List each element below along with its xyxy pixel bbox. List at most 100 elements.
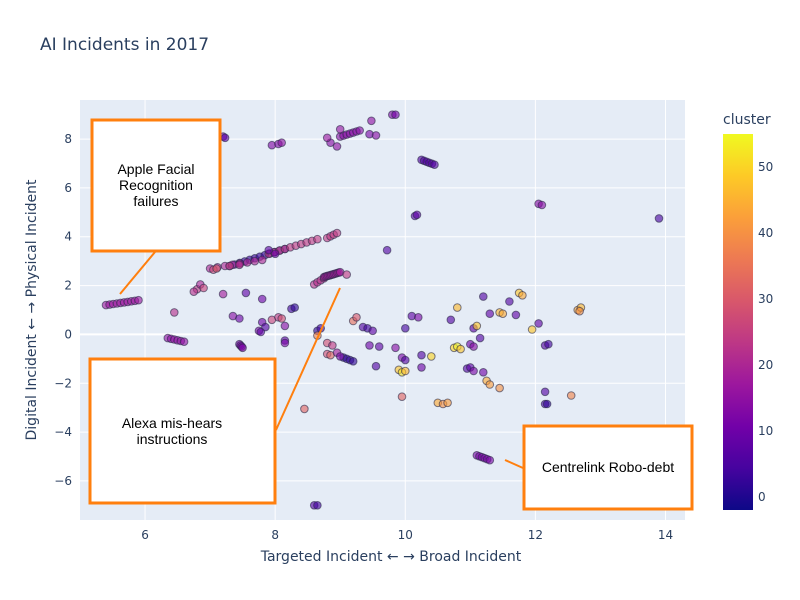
- data-point: [189, 287, 199, 297]
- data-point: [654, 214, 664, 223]
- colorbar-tick-label: 40: [758, 226, 773, 240]
- colorbar-ticks: 0 10 20 30 40 50: [758, 160, 773, 504]
- data-point: [391, 343, 400, 353]
- data-point: [220, 133, 230, 143]
- data-point: [179, 337, 189, 347]
- data-point: [225, 261, 234, 271]
- data-point: [212, 264, 221, 273]
- data-point: [511, 310, 521, 320]
- data-point: [134, 295, 143, 305]
- data-point: [479, 292, 488, 301]
- y-axis-ticks: −6 −4 −2 0 2 4 6 8: [54, 132, 72, 488]
- data-point: [453, 303, 462, 312]
- data-point: [537, 200, 547, 210]
- colorbar: [723, 134, 753, 510]
- chart-title: AI Incidents in 2017: [40, 35, 209, 55]
- data-point: [257, 255, 267, 265]
- data-point: [397, 392, 407, 402]
- data-markers: [101, 110, 664, 510]
- data-point: [235, 260, 244, 270]
- colorbar-tick-label: 50: [758, 160, 773, 174]
- data-point: [479, 368, 488, 377]
- x-tick-label: 10: [398, 528, 413, 542]
- data-point: [527, 325, 537, 334]
- data-point: [485, 380, 495, 389]
- data-point: [475, 333, 485, 343]
- data-point: [534, 319, 543, 328]
- colorbar-tick-label: 10: [758, 424, 773, 438]
- annotation-centrelink: Centrelink Robo-debt: [504, 424, 694, 511]
- data-point: [495, 383, 504, 393]
- data-point: [469, 342, 478, 351]
- y-tick-label: 4: [64, 230, 72, 244]
- data-point: [218, 289, 228, 299]
- data-point: [300, 404, 309, 414]
- annotation-centrelink-line-1: Centrelink Robo-debt: [542, 459, 674, 475]
- y-tick-label: 6: [64, 181, 72, 195]
- annotation-apple: Apple Facial Recognition failures: [90, 118, 222, 295]
- data-point: [575, 306, 584, 316]
- data-point: [430, 160, 439, 169]
- data-point: [469, 366, 478, 376]
- data-point: [352, 313, 361, 322]
- annotation-apple-line-2: Recognition: [119, 177, 193, 193]
- data-point: [199, 283, 208, 293]
- x-tick-label: 8: [271, 528, 279, 542]
- data-point: [566, 391, 576, 400]
- y-axis-title: Digital Incident ← → Physical Incident: [24, 179, 40, 440]
- data-point: [498, 309, 508, 319]
- data-point: [170, 308, 179, 317]
- data-point: [401, 366, 410, 376]
- data-point: [238, 343, 247, 353]
- data-point: [368, 326, 378, 336]
- x-axis-title: Targeted Incident ← → Broad Incident: [260, 549, 522, 565]
- data-point: [332, 142, 342, 151]
- data-point: [241, 288, 251, 298]
- data-point: [417, 363, 426, 372]
- x-tick-label: 14: [658, 528, 673, 542]
- data-point: [456, 344, 465, 354]
- data-point: [518, 291, 527, 300]
- data-point: [542, 399, 552, 409]
- data-point: [371, 131, 381, 140]
- data-point: [313, 234, 322, 244]
- data-point: [401, 355, 410, 365]
- data-point: [417, 350, 426, 360]
- data-point: [250, 256, 259, 266]
- y-tick-label: 2: [64, 279, 72, 293]
- data-point: [280, 321, 290, 331]
- data-point: [401, 324, 410, 333]
- data-point: [235, 314, 244, 323]
- y-tick-label: −4: [54, 425, 72, 439]
- data-point: [367, 116, 376, 126]
- y-tick-label: −6: [54, 474, 72, 488]
- data-point: [257, 294, 267, 304]
- data-point: [365, 341, 374, 350]
- annotation-centrelink-arrow: [504, 459, 524, 469]
- data-point: [348, 357, 358, 366]
- data-point: [342, 270, 352, 279]
- data-point: [472, 321, 482, 331]
- annotation-alexa-line-1: Alexa mis-hears: [122, 415, 222, 431]
- data-point: [371, 361, 381, 371]
- y-tick-label: 0: [64, 327, 72, 341]
- annotation-alexa-box: [88, 357, 277, 505]
- data-point: [443, 398, 452, 408]
- data-point: [332, 228, 342, 238]
- annotation-alexa-line-2: instructions: [137, 431, 208, 447]
- annotation-alexa: Alexa mis-hears instructions: [88, 287, 341, 505]
- data-point: [485, 455, 495, 465]
- x-axis-ticks: 6 8 10 12 14: [141, 528, 673, 542]
- data-point: [335, 125, 345, 134]
- data-point: [446, 315, 456, 325]
- data-point: [485, 309, 495, 319]
- annotation-apple-line-1: Apple Facial: [117, 161, 194, 177]
- data-point: [277, 138, 287, 147]
- data-point: [335, 352, 345, 361]
- annotation-centrelink-box: [522, 424, 694, 511]
- data-point: [264, 245, 274, 255]
- data-point: [256, 327, 266, 337]
- colorbar-tick-label: 20: [758, 358, 773, 372]
- colorbar-tick-label: 30: [758, 292, 773, 306]
